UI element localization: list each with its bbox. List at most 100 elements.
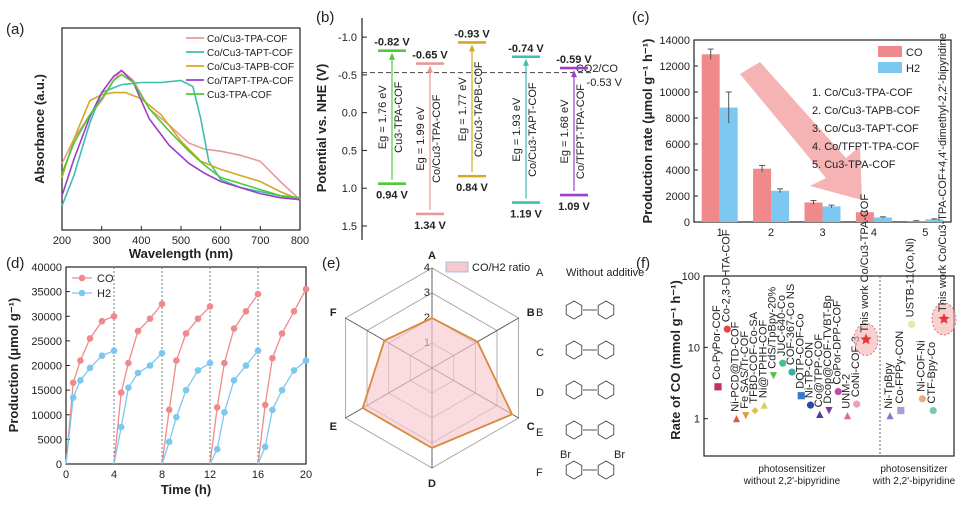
legend-marker-h2 [78,289,86,297]
h2-point [146,362,154,369]
h2-point [98,352,106,359]
panel-c-ytick-label: 4000 [666,165,690,177]
h2-point [290,367,298,374]
co-point [269,354,276,362]
bar-co-2 [753,168,772,222]
panel-label-f: (f) [636,255,650,272]
panel-d-xtick-label: 8 [159,469,165,481]
data-point-22 [929,406,937,415]
sample-list-item-4: 4. Co/TFPT-TPA-COF [812,141,920,153]
bipyridine-ring [597,420,615,440]
radar-axis-E: E [330,421,337,433]
h2-point [213,445,221,453]
h2-point [86,364,94,372]
bandgap-label-3: Eg = 1.77 eV [457,77,469,142]
data-point-label-2: Co-2,3-DHTA-COF [720,229,732,322]
legend-entry-1: Co/Cu3-TPA-COF [207,34,287,45]
legend-co: CO [97,273,114,285]
data-point-21 [918,395,927,403]
panel-c-ytick-label: 12000 [659,61,690,73]
bromo-substituent-left: Br [560,449,571,461]
panel-label-a: (a) [6,21,24,38]
vb-value-1: 0.94 V [376,190,408,202]
panel-f-comparison: Rate of CO (mmol g⁻¹ h⁻¹) photosensitize… [668,33,957,487]
legend-h2: H2 [906,63,920,75]
decreasing-trend-arrow [740,62,862,200]
co-point [290,308,298,315]
panel-c-ytick-label: 10000 [659,87,690,99]
co-point [230,325,238,332]
data-point-label-4: Fe SAS/Tr-COF [739,331,751,409]
h2-point [230,376,238,384]
bipyridine-ring [565,420,583,440]
absorbance-line-4 [61,69,301,201]
co-point [117,389,125,396]
panel-f-frame [703,275,955,457]
sample-list-item-3: 3. Co/Cu3-TAPT-COF [812,123,919,135]
data-point-6 [760,401,768,409]
h2-point [194,367,202,374]
radar-rtick-label: 3 [424,287,430,299]
data-point-20 [908,320,916,328]
data-point-label-21: Ni-COF-Ni [915,340,927,391]
panel-d-xtick-label: 16 [252,469,264,481]
vb-value-2: 1.34 V [414,220,446,232]
panel-label-b: (b) [316,9,334,26]
co-point [77,357,84,364]
data-point-label-18: Ni-TpBpy [883,362,895,408]
co2-co-potential: -0.53 V [587,77,623,89]
panel-d-ytick-label: 5000 [38,434,62,446]
panel-d-xtick-label: 4 [111,469,117,481]
panel-a-absorbance: Wavelength (nm) Absorbance (a.u.) 200 300… [32,27,309,261]
legend-entry-3: Co/Cu3-TAPB-COF [207,62,294,73]
panel-c-xtick-label: 5 [922,227,928,239]
data-point-13 [825,407,833,415]
group-left-line2: without 2,2'-bipyridine [743,476,841,487]
co-point [194,315,202,323]
legend-entry-2: Co/Cu3-TAPT-COF [207,48,293,59]
h2-point [158,349,166,357]
co-point [158,300,166,308]
h2-point [221,408,228,416]
additive-key-A: A [536,267,544,279]
data-point-2 [723,325,731,333]
co-point [69,379,77,387]
h2-point [134,369,142,377]
legend-marker-co [78,274,86,282]
bipyridine-ring [565,300,583,320]
data-point-label-19: Co-FPPy-CON [894,331,906,404]
cb-value-4: -0.74 V [508,43,544,55]
data-point-23 [938,313,950,324]
h2-point [261,443,269,451]
data-point-label-7: CdS/TpBpy-20% [767,287,779,369]
co-cycle-line [257,288,307,465]
panel-f-ytick-label: 100 [682,271,700,283]
co-point [213,404,221,411]
h2-point [242,362,250,369]
panel-label-c: (c) [632,9,650,26]
data-point-label-10: DQTP-COF-Co [794,314,806,389]
additive-key-B: B [536,307,543,319]
h2-point [278,386,286,394]
panel-d-ytick-label: 0 [56,459,62,471]
h2-point [110,347,118,355]
bar-h2-1 [719,107,738,222]
bandgap-arrowhead-2 [427,65,433,73]
data-point-label-23: This work Co/Cu3-TPA-COF+4,4'-dimethyl-2… [937,33,949,312]
panel-d-ytick-label: 40000 [31,262,62,274]
co-point [261,401,269,409]
data-point-label-5: TFBD-COF-Co-SA [748,311,760,403]
panel-b-ytick-label: 0.5 [342,145,357,157]
panel-c-xtick-label: 4 [871,227,877,239]
panel-d-cycling: Time (h) Production (μmol g⁻¹) 0 4 8 12 16 20… [6,262,312,497]
panel-d-ylabel: Production (μmol g⁻¹) [6,298,21,433]
bandgap-label-4: Eg = 1.93 eV [511,97,523,162]
additive-key-F: F [536,467,543,479]
radar-axis-B: B [527,307,535,319]
data-point-1 [714,383,722,391]
legend-entry-4: Co/TAPT-TPA-COF [207,76,293,87]
group-right-line1: photosensitizer [880,464,948,475]
co-point [165,406,173,414]
panel-a-xtick-label: 700 [251,235,269,247]
